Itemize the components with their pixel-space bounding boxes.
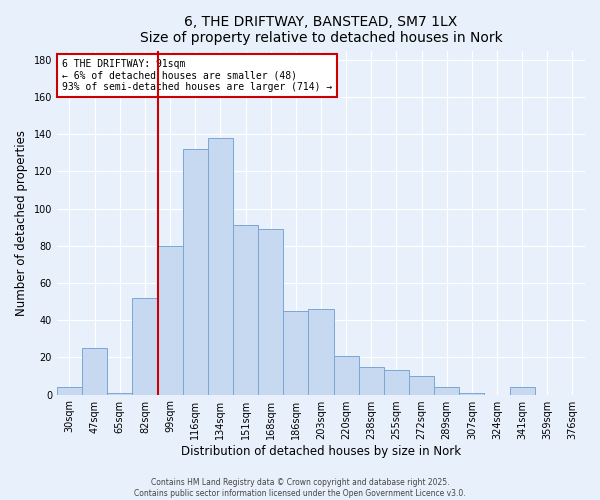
Bar — [359, 366, 384, 394]
Bar — [258, 229, 283, 394]
Bar — [308, 309, 334, 394]
Text: Contains HM Land Registry data © Crown copyright and database right 2025.
Contai: Contains HM Land Registry data © Crown c… — [134, 478, 466, 498]
Bar — [434, 387, 459, 394]
Bar — [384, 370, 409, 394]
X-axis label: Distribution of detached houses by size in Nork: Distribution of detached houses by size … — [181, 444, 461, 458]
Bar — [82, 348, 107, 395]
Bar — [133, 298, 158, 394]
Bar — [283, 311, 308, 394]
Bar — [509, 387, 535, 394]
Bar — [233, 226, 258, 394]
Y-axis label: Number of detached properties: Number of detached properties — [15, 130, 28, 316]
Bar — [409, 376, 434, 394]
Bar — [182, 149, 208, 394]
Bar — [459, 392, 484, 394]
Bar — [334, 356, 359, 395]
Bar — [158, 246, 182, 394]
Bar — [208, 138, 233, 394]
Text: 6 THE DRIFTWAY: 91sqm
← 6% of detached houses are smaller (48)
93% of semi-detac: 6 THE DRIFTWAY: 91sqm ← 6% of detached h… — [62, 59, 332, 92]
Bar — [57, 387, 82, 394]
Title: 6, THE DRIFTWAY, BANSTEAD, SM7 1LX
Size of property relative to detached houses : 6, THE DRIFTWAY, BANSTEAD, SM7 1LX Size … — [140, 15, 502, 45]
Bar — [107, 392, 133, 394]
